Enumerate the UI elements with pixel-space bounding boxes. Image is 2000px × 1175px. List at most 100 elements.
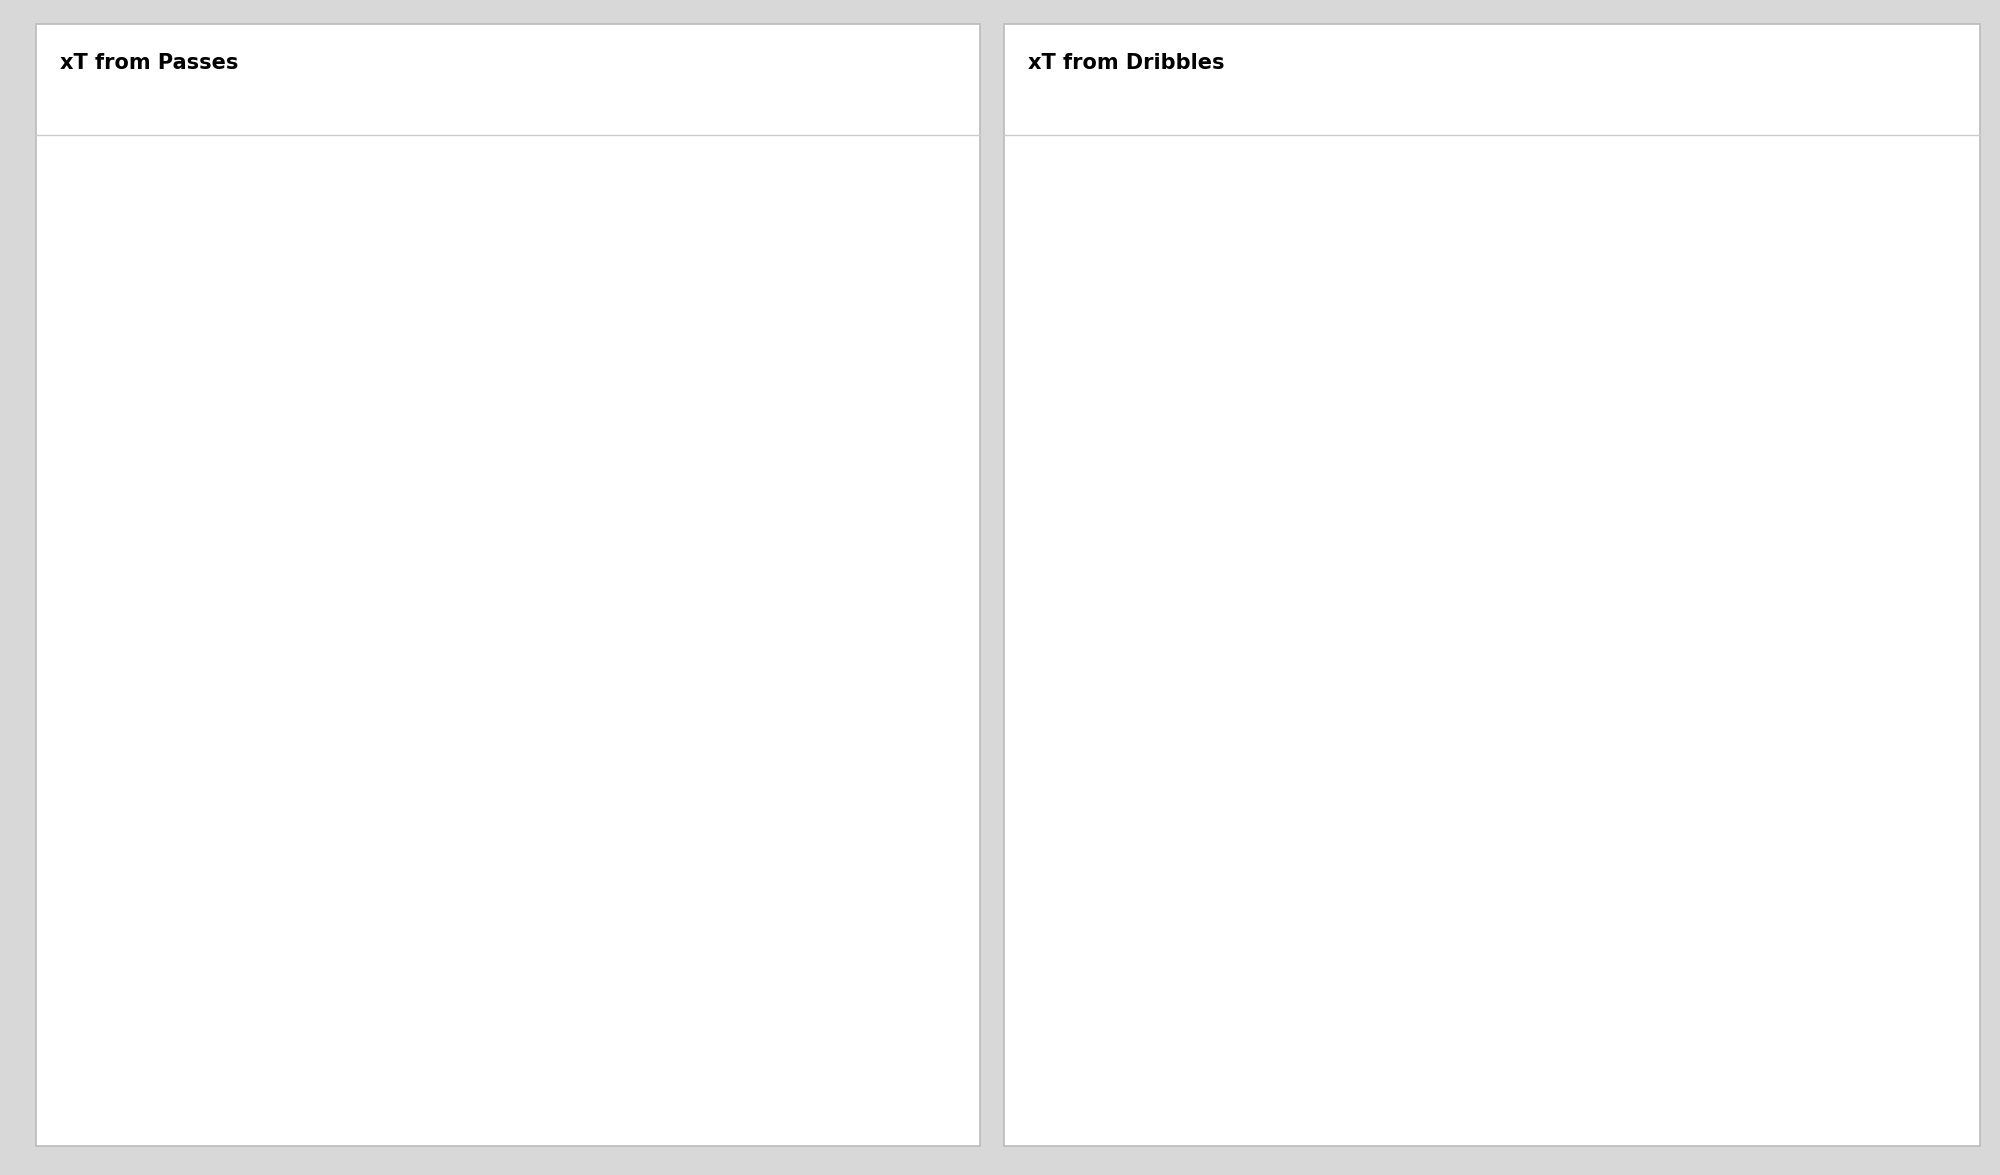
Bar	[1616, 1023, 1632, 1060]
Bar	[46, 682, 970, 747]
Text: Kasper Schmeichel: Kasper Schmeichel	[54, 184, 166, 197]
Text: 0: 0	[1620, 579, 1628, 589]
Bar	[46, 813, 970, 878]
Text: Wesley Fofana: Wesley Fofana	[54, 512, 138, 525]
Text: -0.094: -0.094	[558, 251, 598, 262]
Bar	[1014, 1074, 1970, 1140]
Text: Ayoze Pérez Gutiérrez: Ayoze Pérez Gutiérrez	[1022, 1035, 1152, 1048]
Bar	[628, 174, 648, 209]
Text: 0.015: 0.015	[1636, 1036, 1670, 1047]
Bar	[616, 893, 628, 928]
Bar	[1014, 813, 1970, 878]
Bar	[628, 501, 658, 536]
Text: -0.081: -0.081	[562, 448, 602, 458]
Text: 0.11: 0.11	[662, 840, 690, 851]
Text: -0.106: -0.106	[554, 1102, 594, 1112]
Text: 0.11: 0.11	[662, 906, 690, 915]
Bar	[46, 1009, 970, 1074]
Bar	[622, 763, 628, 798]
Text: 0: 0	[1620, 840, 1628, 851]
Text: 0.07: 0.07	[652, 187, 678, 196]
Bar	[1014, 1009, 1970, 1074]
Text: 0: 0	[1604, 513, 1612, 523]
Bar	[46, 1074, 970, 1140]
Bar	[606, 435, 628, 471]
Text: 0: 0	[1604, 187, 1612, 196]
Text: 0: 0	[1604, 906, 1612, 915]
Text: -0.055: -0.055	[570, 840, 608, 851]
Text: Jamie Vardy: Jamie Vardy	[54, 1035, 124, 1048]
Text: LCFC: LCFC	[1264, 80, 1284, 86]
Bar	[628, 631, 774, 667]
Text: -0.01: -0.01	[590, 1036, 620, 1047]
Text: 0: 0	[1604, 317, 1612, 327]
Bar	[628, 893, 658, 928]
Text: Daniel Amartey: Daniel Amartey	[54, 577, 146, 590]
Text: -0.032: -0.032	[576, 383, 614, 392]
Text: -0.031: -0.031	[576, 710, 616, 719]
Text: 0: 0	[1604, 251, 1612, 262]
Bar	[1014, 682, 1970, 747]
Bar	[598, 1089, 628, 1124]
Bar	[620, 370, 628, 405]
Text: Nampalys Mendy: Nampalys Mendy	[1022, 839, 1124, 852]
Bar	[628, 304, 686, 340]
Text: 0.014: 0.014	[1634, 644, 1670, 654]
Text: 0: 0	[1620, 776, 1628, 785]
Text: 0: 0	[1604, 840, 1612, 851]
Text: Ricardo Domingos
Barbosa Pereira: Ricardo Domingos Barbosa Pereira	[1022, 438, 1130, 468]
Text: 0: 0	[616, 187, 624, 196]
Bar	[1014, 355, 1970, 421]
Bar	[602, 239, 628, 275]
Bar	[616, 631, 628, 667]
Bar	[620, 697, 628, 732]
Bar	[1582, 959, 1616, 994]
Text: James Justin: James Justin	[1022, 577, 1094, 590]
Bar	[46, 224, 970, 289]
Bar	[622, 304, 628, 340]
Text: 0.03: 0.03	[640, 579, 668, 589]
Bar	[1014, 747, 1970, 813]
Bar	[628, 566, 636, 602]
Bar	[620, 959, 628, 994]
Text: 0.18: 0.18	[682, 383, 710, 392]
Bar	[46, 289, 970, 355]
Text: 0.26: 0.26	[704, 710, 732, 719]
Bar	[1014, 551, 1970, 617]
Text: 0.11: 0.11	[662, 513, 690, 523]
Text: -0.043: -0.043	[572, 644, 612, 654]
Bar	[46, 421, 970, 485]
Text: Youri Tielemans: Youri Tielemans	[1022, 773, 1114, 786]
Text: 0: 0	[1604, 579, 1612, 589]
Text: xT from Dribbles: xT from Dribbles	[1028, 53, 1224, 73]
Text: 0.05: 0.05	[646, 1036, 674, 1047]
Text: 0: 0	[1604, 776, 1612, 785]
Circle shape	[268, 41, 344, 126]
Bar	[46, 878, 970, 944]
Bar	[46, 551, 970, 617]
Bar	[628, 697, 700, 732]
Text: -0.018: -0.018	[1554, 710, 1594, 719]
Bar	[46, 944, 970, 1009]
Text: 0.001: 0.001	[1622, 251, 1656, 262]
Bar	[1604, 1089, 1616, 1124]
Text: 0.53: 0.53	[778, 644, 806, 654]
Text: Youri Tielemans: Youri Tielemans	[54, 709, 146, 721]
Text: Daniel Amartey: Daniel Amartey	[1022, 316, 1114, 329]
Text: Kasper Schmeichel: Kasper Schmeichel	[1022, 184, 1134, 197]
Text: -0.004: -0.004	[582, 579, 622, 589]
Text: 0.18: 0.18	[682, 448, 710, 458]
Text: 0.27: 0.27	[706, 251, 734, 262]
Text: Timothy Castagne: Timothy Castagne	[54, 381, 162, 394]
Text: -0.027: -0.027	[576, 972, 616, 981]
Text: 0: 0	[1620, 906, 1628, 915]
Text: 0: 0	[1604, 1036, 1612, 1047]
Text: James Maddison: James Maddison	[1022, 643, 1118, 656]
Bar	[1616, 959, 1766, 994]
Bar	[628, 959, 642, 994]
Text: James Justin: James Justin	[54, 250, 126, 263]
Text: 0: 0	[1620, 513, 1628, 523]
Bar	[46, 617, 970, 681]
Text: -0.001: -0.001	[1572, 383, 1610, 392]
Bar	[612, 827, 628, 864]
